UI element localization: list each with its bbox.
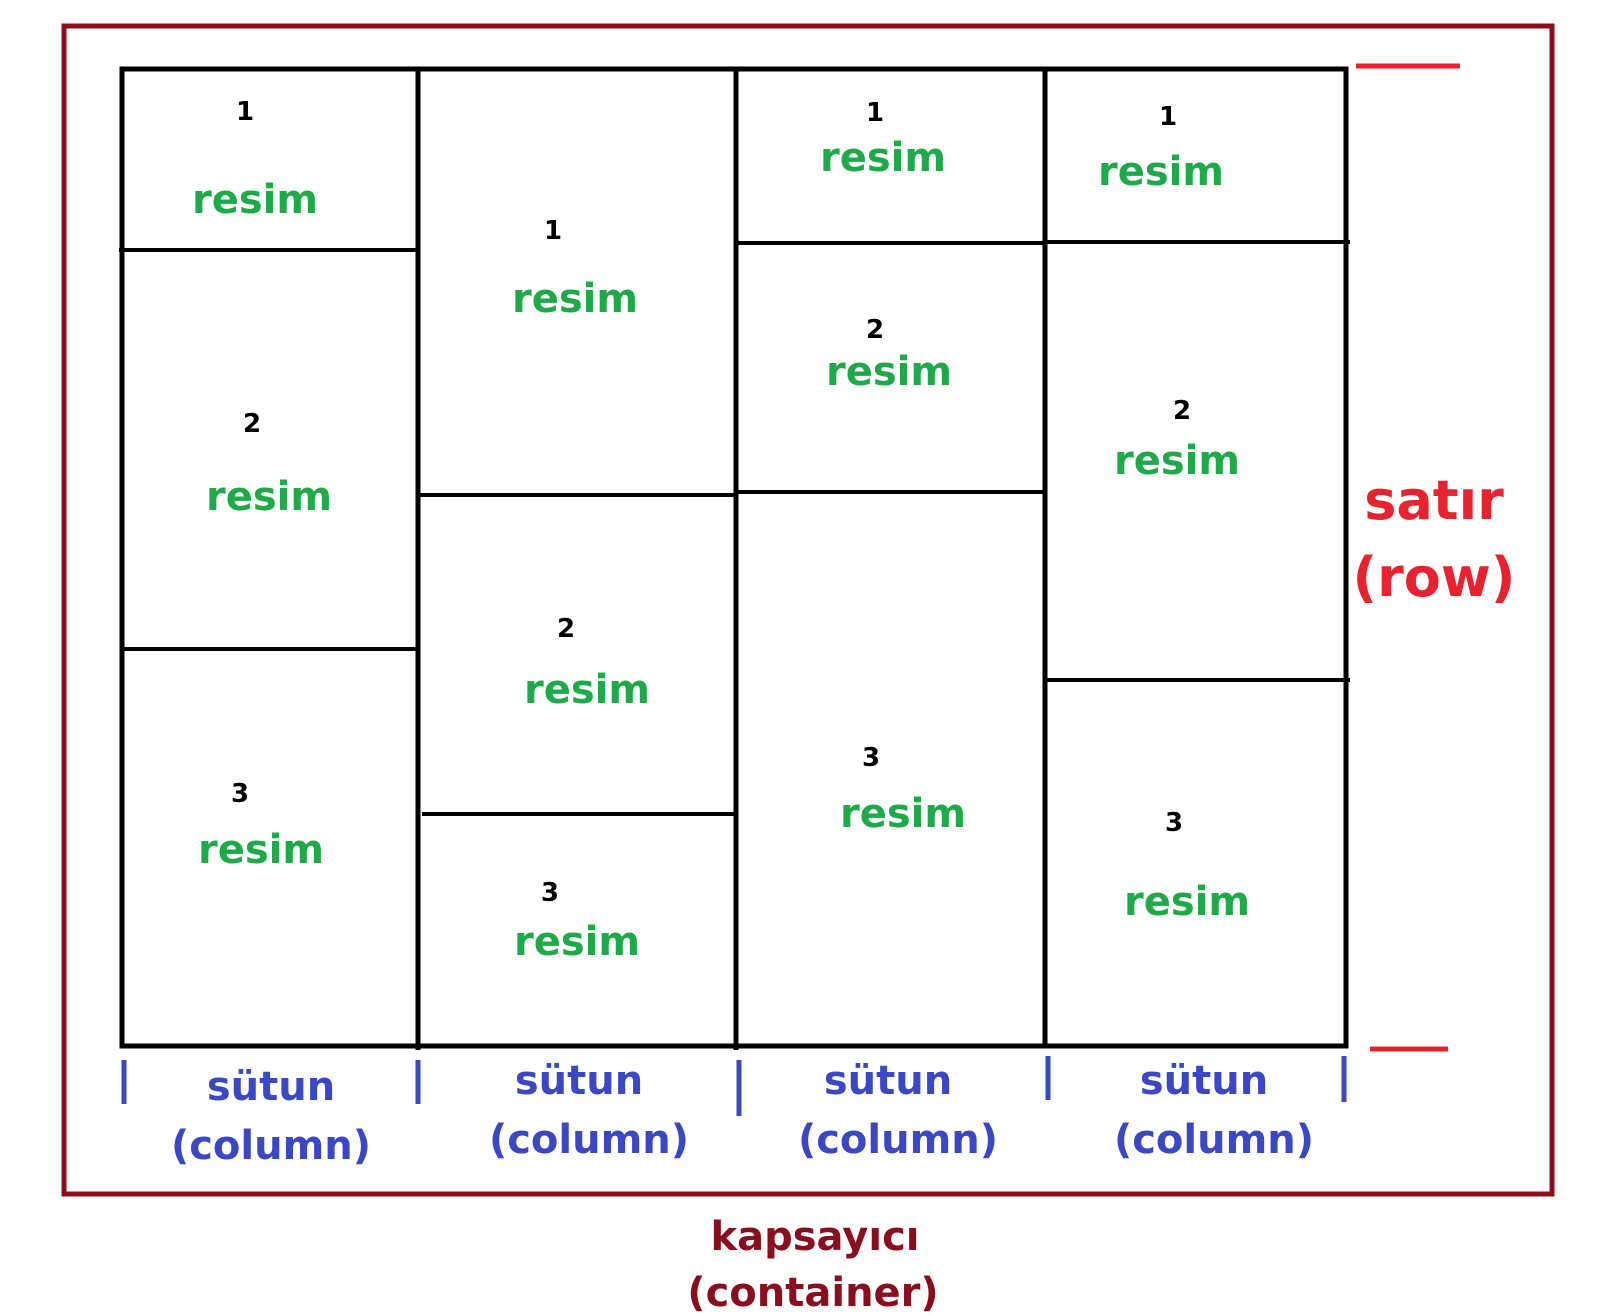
column-label: sütun [1140,1058,1268,1104]
cell-image-label: resim [524,667,650,713]
row-label: satır [1364,469,1504,532]
cell-image-label: resim [512,276,638,322]
cell-number: 1 [236,97,254,127]
cell-number: 3 [231,779,249,809]
cell-image-label: resim [1124,879,1250,925]
container-label: (container) [687,1270,938,1316]
cell-image-label: resim [206,474,332,520]
cell-image-label: resim [1114,438,1240,484]
cell-number: 1 [866,98,884,128]
column-label: sütun [824,1058,952,1104]
cell-image-label: resim [840,791,966,837]
cell-number: 2 [1173,396,1191,426]
cell-number: 3 [1165,808,1183,838]
container-label: kapsayıcı [710,1214,919,1260]
cell-image-label: resim [826,349,952,395]
column-label: sütun [515,1058,643,1104]
cell-number: 2 [243,409,261,439]
cell-image-label: resim [514,919,640,965]
cell-number: 1 [1159,102,1177,132]
cell-image-label: resim [192,177,318,223]
column-label: sütun [207,1064,335,1110]
column-label: (column) [798,1117,998,1163]
row-label: (row) [1353,546,1516,609]
cell-number: 2 [866,315,884,345]
cell-number: 3 [862,743,880,773]
container-border [61,23,1555,1197]
column-label: (column) [489,1117,689,1163]
cell-number: 3 [541,878,559,908]
column-label: (column) [171,1123,371,1169]
cell-image-label: resim [198,827,324,873]
cell-number: 2 [557,614,575,644]
column-label: (column) [1114,1117,1314,1163]
cell-image-label: resim [1098,149,1224,195]
cell-number: 1 [544,216,562,246]
cell-image-label: resim [820,135,946,181]
